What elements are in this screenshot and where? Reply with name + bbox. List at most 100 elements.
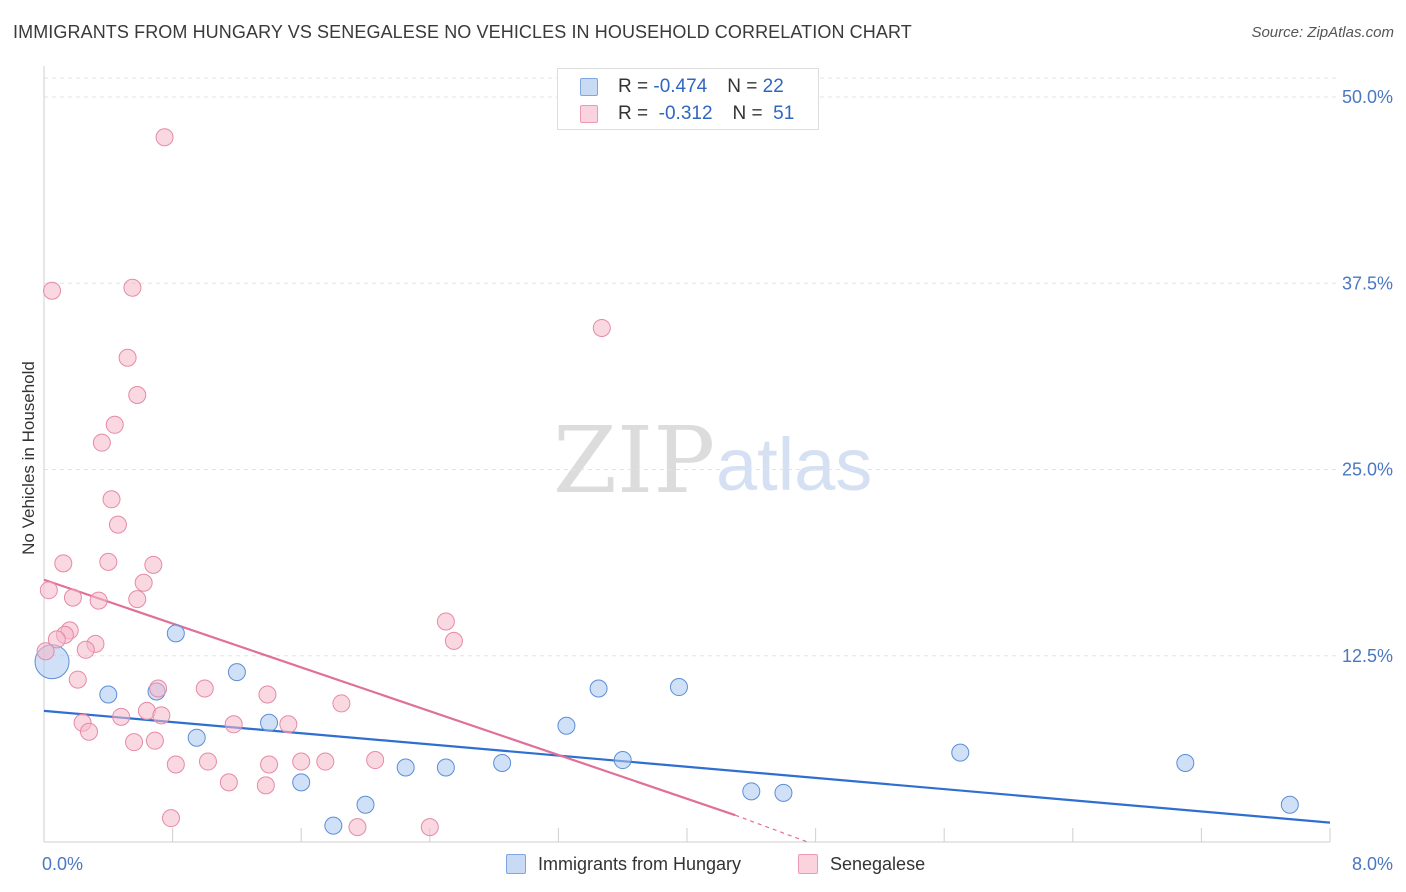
hungary-point: [396, 758, 415, 777]
senegalese-point: [219, 773, 238, 792]
senegalese-point: [195, 679, 214, 698]
senegalese-point: [63, 588, 82, 607]
legend-label-senegalese: Senegalese: [830, 853, 926, 874]
r-value-senegalese: -0.312: [653, 103, 713, 124]
n-value-senegalese: 51: [767, 103, 795, 124]
senegalese-point: [68, 670, 87, 689]
senegalese-point: [36, 642, 55, 661]
senegalese-point: [105, 415, 124, 434]
senegalese-point: [444, 631, 463, 650]
hungary-trend-line: [43, 709, 1331, 824]
n-label: N =: [732, 103, 768, 124]
senegalese-point: [89, 591, 108, 610]
hungary-point: [493, 754, 512, 773]
x-tick-label: 0.0%: [42, 854, 83, 874]
senegalese-point: [152, 706, 171, 725]
legend-row-senegalese-text: R = -0.312 N = 51: [618, 103, 794, 125]
hungary-point: [324, 816, 343, 835]
y-axis-title: No Vehicles in Household: [19, 361, 38, 555]
legend-row-hungary-text: R = -0.474 N = 22: [618, 76, 784, 98]
senegalese-point: [102, 490, 121, 509]
hungary-point: [613, 751, 632, 770]
senegalese-point: [80, 722, 99, 741]
senegalese-point: [166, 755, 185, 774]
hungary-point: [669, 678, 688, 697]
senegalese-point: [316, 752, 335, 771]
legend-swatch-senegalese: [798, 854, 818, 874]
senegalese-point: [224, 715, 243, 734]
senegalese-point: [149, 679, 168, 698]
hungary-point: [742, 782, 761, 801]
senegalese-point: [366, 751, 385, 770]
senegalese-point: [76, 640, 95, 659]
hungary-point: [356, 795, 375, 814]
watermark-atlas: atlas: [716, 423, 872, 506]
hungary-point: [589, 679, 608, 698]
hungary-point: [260, 713, 279, 732]
y-tick-label: 50.0%: [1342, 87, 1393, 107]
senegalese-point: [144, 555, 163, 574]
legend-swatch-hungary: [506, 854, 526, 874]
r-label: R =: [618, 76, 654, 97]
senegalese-point: [260, 755, 279, 774]
senegalese-point: [592, 318, 611, 337]
senegalese-point: [256, 776, 275, 795]
y-tick-label: 25.0%: [1342, 460, 1393, 480]
senegalese-point: [47, 630, 66, 649]
hungary-point: [166, 624, 185, 643]
senegalese-point: [348, 818, 367, 837]
x-tick-label: 8.0%: [1352, 854, 1393, 874]
senegalese-point: [112, 707, 131, 726]
r-label: R =: [618, 103, 654, 124]
legend-label-hungary: Immigrants from Hungary: [538, 853, 742, 874]
senegalese-trend-extension: [735, 814, 808, 843]
senegalese-point: [155, 128, 174, 147]
data-points: [34, 128, 1299, 837]
senegalese-point: [134, 573, 153, 592]
hungary-point: [99, 685, 118, 704]
tick-labels: 12.5% 25.0% 37.5% 50.0% 0.0% 8.0%: [42, 87, 1393, 874]
y-tick-label: 12.5%: [1342, 646, 1393, 666]
watermark: ZIP atlas: [553, 407, 872, 514]
senegalese-point: [92, 433, 111, 452]
legend-item-hungary: Immigrants from Hungary: [506, 851, 741, 877]
legend-item-senegalese: Senegalese: [798, 851, 925, 877]
senegalese-trend-line: [43, 578, 736, 817]
senegalese-point: [258, 685, 277, 704]
hungary-point: [951, 743, 970, 762]
senegalese-point: [125, 733, 144, 752]
correlation-legend: R = -0.474 N = 22 R = -0.312 N = 51: [557, 68, 819, 130]
senegalese-point: [436, 612, 455, 631]
trend-lines: [43, 578, 1331, 843]
hungary-point: [292, 773, 311, 792]
senegalese-point: [118, 348, 137, 367]
hungary-point: [1280, 795, 1299, 814]
n-label: N =: [727, 76, 763, 97]
source-label: Source: ZipAtlas.com: [1251, 24, 1394, 41]
n-value-hungary: 22: [762, 76, 784, 97]
senegalese-point: [108, 515, 127, 534]
hungary-point: [227, 663, 246, 682]
senegalese-point: [420, 818, 439, 837]
senegalese-point: [128, 386, 147, 404]
hungary-point: [557, 716, 576, 735]
chart-title: IMMIGRANTS FROM HUNGARY VS SENEGALESE NO…: [13, 22, 912, 42]
watermark-zip: ZIP: [553, 407, 715, 514]
gridlines: [44, 77, 1338, 657]
axes: [43, 66, 1331, 843]
legend-swatch-senegalese: [580, 105, 598, 123]
senegalese-point: [161, 809, 180, 828]
senegalese-point: [43, 281, 62, 300]
y-tick-label: 37.5%: [1342, 273, 1393, 293]
senegalese-point: [39, 581, 58, 600]
hungary-point: [436, 758, 455, 777]
senegalese-point: [123, 278, 142, 297]
senegalese-point: [279, 715, 298, 734]
hungary-point: [1176, 754, 1195, 773]
senegalese-point: [292, 752, 311, 771]
senegalese-point: [128, 590, 147, 609]
hungary-point: [774, 783, 793, 802]
senegalese-point: [145, 731, 164, 750]
legend-swatch-hungary: [580, 78, 598, 96]
